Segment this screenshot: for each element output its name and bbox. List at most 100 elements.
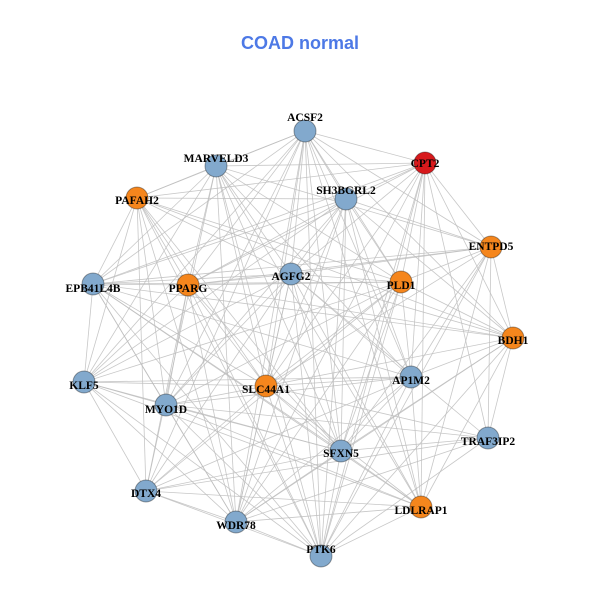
network-edge-PPARG-SFXN5 [187, 284, 342, 452]
network-edge-CPT2-TRAF3IP2 [424, 162, 489, 439]
network-node-SH3BGRL2 [334, 187, 358, 211]
network-edge-MYO1D-WDR78 [165, 404, 237, 523]
node-label-PAFAH2: PAFAH2 [115, 195, 159, 207]
network-edge-CPT2-SFXN5 [340, 162, 426, 452]
network-node-EPB41L4B [81, 272, 105, 296]
network-node-CPT2 [413, 151, 437, 175]
network-edge-SH3BGRL2-PPARG [187, 198, 347, 286]
network-edge-SH3BGRL2-SFXN5 [340, 198, 347, 452]
network-node-DTX4 [134, 479, 158, 503]
network-node-AP1M2 [399, 365, 423, 389]
node-label-EPB41L4B: EPB41L4B [66, 283, 121, 295]
network-node-BDH1 [501, 326, 525, 350]
network-edge-ACSF2-SH3BGRL2 [304, 130, 347, 200]
network-edge-SLC44A1-DTX4 [145, 385, 267, 492]
node-label-AP1M2: AP1M2 [392, 375, 430, 387]
node-label-SLC44A1: SLC44A1 [242, 384, 290, 396]
node-label-MYO1D: MYO1D [145, 404, 187, 416]
network-edge-BDH1-SLC44A1 [265, 337, 514, 387]
node-label-PTK6: PTK6 [306, 544, 336, 556]
network-node-KLF5 [72, 370, 96, 394]
network-edge-AGFG2-DTX4 [145, 273, 292, 492]
network-edge-AGFG2-LDLRAP1 [290, 273, 422, 508]
node-label-AGFG2: AGFG2 [272, 271, 311, 283]
network-edge-ENTPD5-TRAF3IP2 [487, 246, 492, 439]
network-edge-CPT2-PTK6 [320, 162, 426, 557]
labels-layer: ACSF2 CPT2 MARVELD3 SH3BGRL2 PAFAH2 ENTPD5 EPB… [66, 112, 529, 556]
network-edge-SFXN5-LDLRAP1 [340, 450, 422, 508]
network-edge-ACSF2-PPARG [187, 130, 306, 286]
network-edge-WDR78-PTK6 [235, 521, 322, 557]
network-edge-TRAF3IP2-PTK6 [320, 437, 489, 557]
network-node-MYO1D [154, 393, 178, 417]
network-edge-PAFAH2-PTK6 [136, 197, 322, 557]
network-edge-PLD1-KLF5 [83, 281, 402, 383]
network-edge-KLF5-DTX4 [83, 381, 147, 492]
network-edge-MARVELD3-PTK6 [215, 165, 322, 557]
network-edge-ACSF2-MARVELD3 [215, 130, 306, 167]
network-edge-AP1M2-PTK6 [320, 376, 412, 557]
network-edge-AGFG2-TRAF3IP2 [290, 273, 489, 439]
network-edge-ACSF2-BDH1 [304, 130, 514, 339]
network-edge-PAFAH2-WDR78 [136, 197, 237, 523]
network-edge-CPT2-LDLRAP1 [420, 162, 426, 508]
network-edge-ENTPD5-SLC44A1 [265, 246, 492, 387]
network-node-ENTPD5 [479, 235, 503, 259]
network-edge-CPT2-AGFG2 [290, 162, 426, 275]
network-edge-AP1M2-MYO1D [165, 376, 412, 406]
chart-title: COAD normal [241, 33, 359, 53]
network-edge-SH3BGRL2-WDR78 [235, 198, 347, 523]
node-label-MARVELD3: MARVELD3 [184, 153, 249, 165]
network-edge-AP1M2-LDLRAP1 [410, 376, 422, 508]
network-edge-ACSF2-PTK6 [304, 130, 322, 557]
network-edge-PLD1-MYO1D [165, 281, 402, 406]
network-edge-AGFG2-BDH1 [290, 273, 514, 339]
network-edge-ACSF2-WDR78 [235, 130, 306, 523]
network-edge-MARVELD3-EPB41L4B [92, 165, 217, 285]
network-edge-LDLRAP1-PTK6 [320, 506, 422, 557]
network-edge-CPT2-EPB41L4B [92, 162, 426, 285]
network-edge-ACSF2-KLF5 [83, 130, 306, 383]
network-edge-PAFAH2-BDH1 [136, 197, 514, 339]
network-edge-MARVELD3-DTX4 [145, 165, 217, 492]
network-edge-MARVELD3-PAFAH2 [136, 165, 217, 199]
network-edge-PAFAH2-SLC44A1 [136, 197, 267, 387]
network-edge-SH3BGRL2-PAFAH2 [136, 197, 347, 200]
network-edge-TRAF3IP2-SFXN5 [340, 437, 489, 452]
network-node-SLC44A1 [254, 374, 278, 398]
network-edge-EPB41L4B-AP1M2 [92, 283, 412, 378]
network-edge-AGFG2-PTK6 [290, 273, 322, 557]
node-label-TRAF3IP2: TRAF3IP2 [461, 436, 516, 448]
network-edge-KLF5-LDLRAP1 [83, 381, 422, 508]
network-edge-ENTPD5-SFXN5 [340, 246, 492, 452]
network-edge-BDH1-PTK6 [320, 337, 514, 557]
node-label-SFXN5: SFXN5 [323, 448, 359, 460]
network-edge-ENTPD5-AGFG2 [290, 246, 492, 275]
network-edge-CPT2-AP1M2 [410, 162, 426, 378]
network-edge-SH3BGRL2-PLD1 [345, 198, 402, 283]
network-edge-EPB41L4B-SFXN5 [92, 283, 342, 452]
network-edge-PPARG-WDR78 [187, 284, 237, 523]
network-edge-CPT2-SLC44A1 [265, 162, 426, 387]
node-label-ACSF2: ACSF2 [287, 112, 323, 124]
network-edge-KLF5-SLC44A1 [83, 381, 267, 387]
network-edge-ACSF2-MYO1D [165, 130, 306, 406]
network-edge-MARVELD3-LDLRAP1 [215, 165, 422, 508]
network-edge-AGFG2-WDR78 [235, 273, 292, 523]
node-label-PPARG: PPARG [169, 283, 208, 295]
network-edge-PPARG-PTK6 [187, 284, 322, 557]
network-node-PPARG [176, 273, 200, 297]
network-edge-SFXN5-PTK6 [320, 450, 342, 557]
network-edge-ENTPD5-LDLRAP1 [420, 246, 492, 508]
network-edge-ACSF2-SFXN5 [304, 130, 342, 452]
network-edge-AP1M2-SFXN5 [340, 376, 412, 452]
network-edge-TRAF3IP2-WDR78 [235, 437, 489, 523]
network-edge-MARVELD3-KLF5 [83, 165, 217, 383]
network-edge-SFXN5-WDR78 [235, 450, 342, 523]
network-edge-PLD1-SLC44A1 [265, 281, 402, 387]
network-edge-ENTPD5-BDH1 [490, 246, 514, 339]
network-edge-KLF5-WDR78 [83, 381, 237, 523]
network-edge-PLD1-AP1M2 [400, 281, 412, 378]
nodes-layer [72, 119, 525, 568]
network-edge-MARVELD3-SFXN5 [215, 165, 342, 452]
